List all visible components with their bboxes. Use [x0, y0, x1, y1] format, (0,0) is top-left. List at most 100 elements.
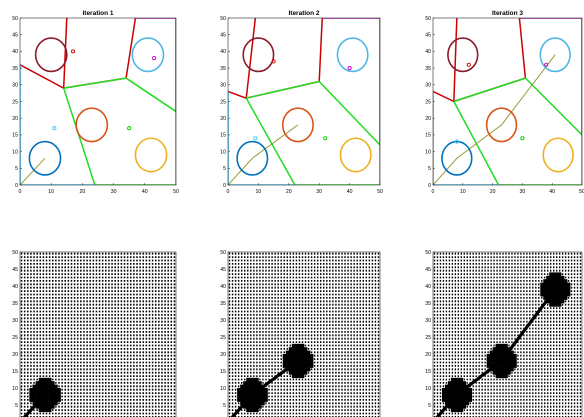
blob-cell	[453, 408, 458, 413]
blob-cell	[300, 350, 305, 355]
plot-area	[228, 18, 380, 185]
blob-cell	[447, 394, 452, 399]
blob-cell	[51, 401, 55, 406]
blob-cell	[507, 367, 511, 372]
blob-cell	[492, 357, 496, 362]
blob-cell	[249, 377, 253, 382]
blob-cell	[258, 401, 262, 406]
x-tick-label: 30	[520, 189, 526, 195]
blob-cell	[252, 377, 256, 382]
blob-cell	[501, 374, 505, 379]
blob-cell	[246, 394, 250, 399]
blob-cell	[304, 367, 308, 372]
blob-cell	[552, 299, 556, 304]
blob-cell	[486, 364, 490, 368]
blob-cell	[450, 408, 455, 413]
blob-cell	[264, 398, 268, 402]
y-tick-label: 30	[425, 318, 431, 324]
obstacle-circle	[485, 107, 518, 143]
y-tick-label: 10	[425, 149, 431, 155]
blob-cell	[468, 394, 473, 399]
blob-cell	[246, 408, 250, 413]
y-tick-label: 45	[425, 267, 431, 273]
blob-cell	[462, 384, 467, 389]
blob-cell	[35, 391, 40, 396]
x-tick-label: 0	[432, 189, 435, 195]
blob-cell	[294, 347, 299, 351]
y-tick-label: 50	[12, 250, 18, 256]
blob-cell	[291, 350, 296, 355]
blob-cell	[441, 394, 446, 399]
y-tick-label: 20	[220, 352, 226, 358]
blob-cell	[546, 279, 550, 283]
blob-cell	[495, 371, 499, 375]
blob-cell	[32, 384, 36, 389]
obstacle-circle	[28, 140, 62, 176]
y-tick-label: 20	[12, 116, 18, 122]
blob-cell	[48, 405, 52, 409]
blob-cell	[492, 367, 496, 372]
blob-cell	[252, 398, 256, 402]
blob-cell	[543, 286, 547, 290]
blob-cell	[297, 364, 302, 368]
y-tick-label: 40	[425, 49, 431, 55]
blob-cell	[489, 360, 493, 365]
data-point	[127, 126, 132, 131]
y-tick-label: 20	[220, 116, 226, 122]
blob-cell	[558, 303, 562, 307]
blob-cell	[249, 405, 253, 409]
blob-cell	[504, 364, 508, 368]
blob-cell	[459, 384, 464, 389]
blob-cell	[465, 401, 470, 406]
blob-cell	[44, 405, 49, 409]
blob-cell	[492, 347, 496, 351]
blob-cell	[261, 391, 265, 396]
blob-cell	[44, 394, 49, 399]
blob-cell	[561, 296, 565, 300]
blob-cell	[54, 394, 58, 399]
y-tick-label: 30	[220, 318, 226, 324]
plot-area	[20, 18, 176, 185]
blob-cell	[57, 398, 61, 402]
blob-cell	[237, 391, 241, 396]
obstacle-circle	[242, 37, 275, 73]
blob-cell	[543, 296, 547, 300]
panel-2: 0 5 10 15 20 25 30 35 40 45 50 0 10 20 30 40 50 Iteration…	[220, 10, 383, 195]
path-line	[22, 393, 47, 417]
blob-cell	[38, 384, 43, 389]
blob-cell	[246, 405, 250, 409]
blob-cell	[288, 367, 293, 372]
blob-cell	[558, 282, 562, 287]
blob-cell	[498, 371, 502, 375]
blob-cell	[54, 398, 58, 402]
x-tick-label: 10	[256, 189, 262, 195]
blob-cell	[291, 343, 296, 348]
blob-cell	[510, 367, 514, 372]
blob-cell	[459, 405, 464, 409]
blob-cell	[501, 371, 505, 375]
boundary-line	[245, 97, 296, 185]
y-tick-label: 35	[425, 66, 431, 72]
blob-cell	[300, 354, 305, 358]
blob-cell	[456, 398, 461, 402]
y-tick-label: 40	[12, 49, 18, 55]
blob-cell	[48, 391, 52, 396]
blob-cell	[495, 347, 499, 351]
blob-cell	[453, 381, 458, 385]
blob-cell	[282, 360, 287, 365]
blob-cell	[285, 364, 290, 368]
blob-cell	[546, 292, 550, 297]
blob-cell	[549, 303, 553, 307]
blob-cell	[558, 286, 562, 290]
blob-cell	[441, 398, 446, 402]
blob-cell	[498, 347, 502, 351]
blob-cell	[32, 388, 36, 392]
blob-cell	[41, 381, 46, 385]
blob-cell	[285, 357, 290, 362]
blob-cell	[507, 360, 511, 365]
blob-cell	[41, 384, 46, 389]
blob-cell	[32, 401, 36, 406]
blob-cell	[456, 377, 461, 382]
blob-cell	[495, 354, 499, 358]
data-point	[70, 49, 76, 54]
